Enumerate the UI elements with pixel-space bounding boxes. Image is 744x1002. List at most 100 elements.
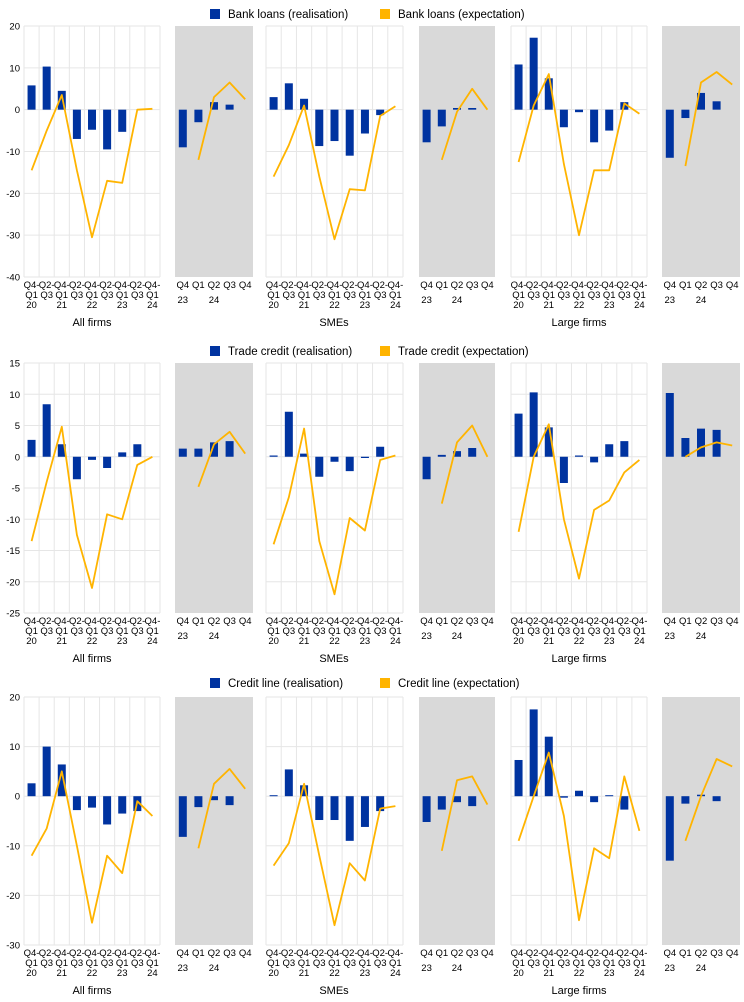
x-tick-label: Q4-: [24, 948, 40, 959]
x-tick-label: Q1: [192, 280, 205, 291]
bar-realisation: [620, 796, 629, 810]
x-tick-year-label: 21: [56, 968, 67, 979]
x-tick-label: Q3: [282, 290, 295, 301]
x-tick-label: Q3: [527, 626, 540, 637]
chart-row-0: Bank loans (realisation) Bank loans (expe…: [6, 9, 740, 329]
x-tick-label: Q3: [343, 626, 356, 637]
line-expectation: [684, 758, 733, 842]
bar-realisation: [712, 796, 721, 802]
x-tick-label: Q2-: [39, 280, 55, 291]
x-tick-label: Q3: [527, 290, 540, 301]
x-tick-label: Q2: [208, 948, 221, 959]
y-axis: 20 10 0 -10 -20 -30: [6, 693, 20, 952]
x-tick-label: Q2-: [99, 280, 115, 291]
x-tick-label: Q4: [481, 948, 494, 959]
x-tick-label: Q3: [343, 958, 356, 969]
x-tick-year-label: 23: [604, 968, 615, 979]
x-tick-label: Q1: [328, 290, 341, 301]
y-tick-label: 5: [15, 421, 20, 432]
bar-realisation: [284, 769, 293, 797]
y-tick-label: 10: [9, 390, 20, 401]
legend: Trade credit (realisation) Trade credit (…: [210, 346, 529, 358]
x-tick-label: Q2-: [99, 616, 115, 627]
x-tick-label: Q3: [101, 626, 114, 637]
x-tick-label: Q3: [558, 626, 571, 637]
y-tick-label: -10: [6, 515, 20, 526]
x-tick-label: Q4-: [541, 616, 557, 627]
bar-realisation: [422, 796, 431, 822]
bar-realisation: [269, 97, 278, 110]
bar-realisation: [575, 790, 583, 797]
bar-realisation: [376, 796, 385, 812]
bar-realisation: [315, 796, 324, 821]
x-tick-label: Q4-: [145, 616, 161, 627]
x-tick-year-label: 22: [574, 636, 585, 647]
x-tick-label: Q2-: [39, 616, 55, 627]
x-tick-label: Q1: [435, 280, 448, 291]
x-tick-label: Q1: [116, 958, 129, 969]
x-tick-year-label: 20: [513, 636, 524, 647]
x-tick-year-label: 23: [665, 963, 676, 974]
latest-panel-background: [662, 26, 740, 277]
line-expectation: [30, 770, 154, 924]
bar-realisation: [27, 439, 36, 457]
bar-realisation: [27, 783, 36, 797]
legend: Bank loans (realisation) Bank loans (expe…: [210, 9, 525, 21]
x-tick-label: Q1: [55, 626, 68, 637]
line-expectation: [517, 751, 641, 922]
y-tick-label: -25: [6, 609, 20, 620]
x-tick-label: Q4-: [54, 948, 70, 959]
bar-realisation: [437, 796, 446, 810]
x-tick-year-label: 23: [665, 631, 676, 642]
x-tick-year-label: 20: [26, 300, 37, 311]
bar-realisation: [42, 404, 51, 457]
bar-realisation: [437, 109, 446, 127]
x-tick-label: Q4: [176, 948, 189, 959]
x-tick-label: Q4-: [145, 948, 161, 959]
bar-realisation: [544, 736, 553, 797]
bar-realisation: [315, 109, 324, 147]
line-expectation: [684, 71, 733, 167]
x-axis-historical: Q4-Q120Q2-Q3Q4-Q121Q2-Q3Q4-Q122Q2-Q3Q4-Q…: [24, 280, 161, 311]
x-tick-year-label: 24: [147, 300, 158, 311]
bar-realisation: [453, 107, 461, 110]
bar-realisation: [210, 442, 218, 457]
x-tick-label: Q3: [131, 626, 144, 637]
y-tick-label: -20: [6, 189, 20, 200]
x-tick-year-label: 23: [360, 968, 371, 979]
x-tick-label: Q2-: [616, 616, 632, 627]
x-tick-label: Q2-: [311, 280, 327, 291]
x-tick-label: Q4-: [601, 948, 617, 959]
x-tick-year-label: 24: [696, 631, 707, 642]
group-label: SMEs: [319, 653, 349, 665]
x-tick-label: Q4-: [84, 280, 100, 291]
bar-realisation: [103, 796, 112, 825]
x-tick-label: Q1: [542, 290, 555, 301]
x-tick-year-label: 23: [421, 295, 432, 306]
bar-realisation: [284, 83, 293, 110]
x-tick-label: Q1: [679, 280, 692, 291]
x-tick-label: Q2-: [281, 616, 297, 627]
x-tick-label: Q1: [25, 290, 38, 301]
gridlines: [265, 696, 404, 946]
x-tick-year-label: 24: [209, 295, 220, 306]
x-tick-label: Q4-: [571, 616, 587, 627]
x-tick-year-label: 22: [329, 636, 340, 647]
x-tick-label: Q4-: [511, 948, 527, 959]
x-tick-label: Q2-: [311, 948, 327, 959]
x-tick-year-label: 24: [634, 636, 645, 647]
line-expectation: [30, 94, 153, 239]
x-tick-label: Q4: [663, 948, 676, 959]
x-tick-label: Q1: [542, 958, 555, 969]
x-axis-historical: Q4-Q120Q2-Q3Q4-Q121Q2-Q3Q4-Q122Q2-Q3Q4-Q…: [266, 280, 404, 311]
legend-label-realisation: Credit line (realisation): [228, 678, 343, 690]
bar-realisation: [665, 393, 674, 457]
x-tick-label: Q2-: [69, 616, 85, 627]
bar-realisation: [453, 451, 461, 457]
x-tick-label: Q3: [588, 958, 601, 969]
bar-realisation: [605, 795, 614, 797]
x-tick-label: Q3: [40, 290, 53, 301]
x-tick-label: Q1: [603, 958, 616, 969]
y-tick-label: 0: [15, 452, 20, 463]
latest-panel-background: [662, 697, 740, 945]
